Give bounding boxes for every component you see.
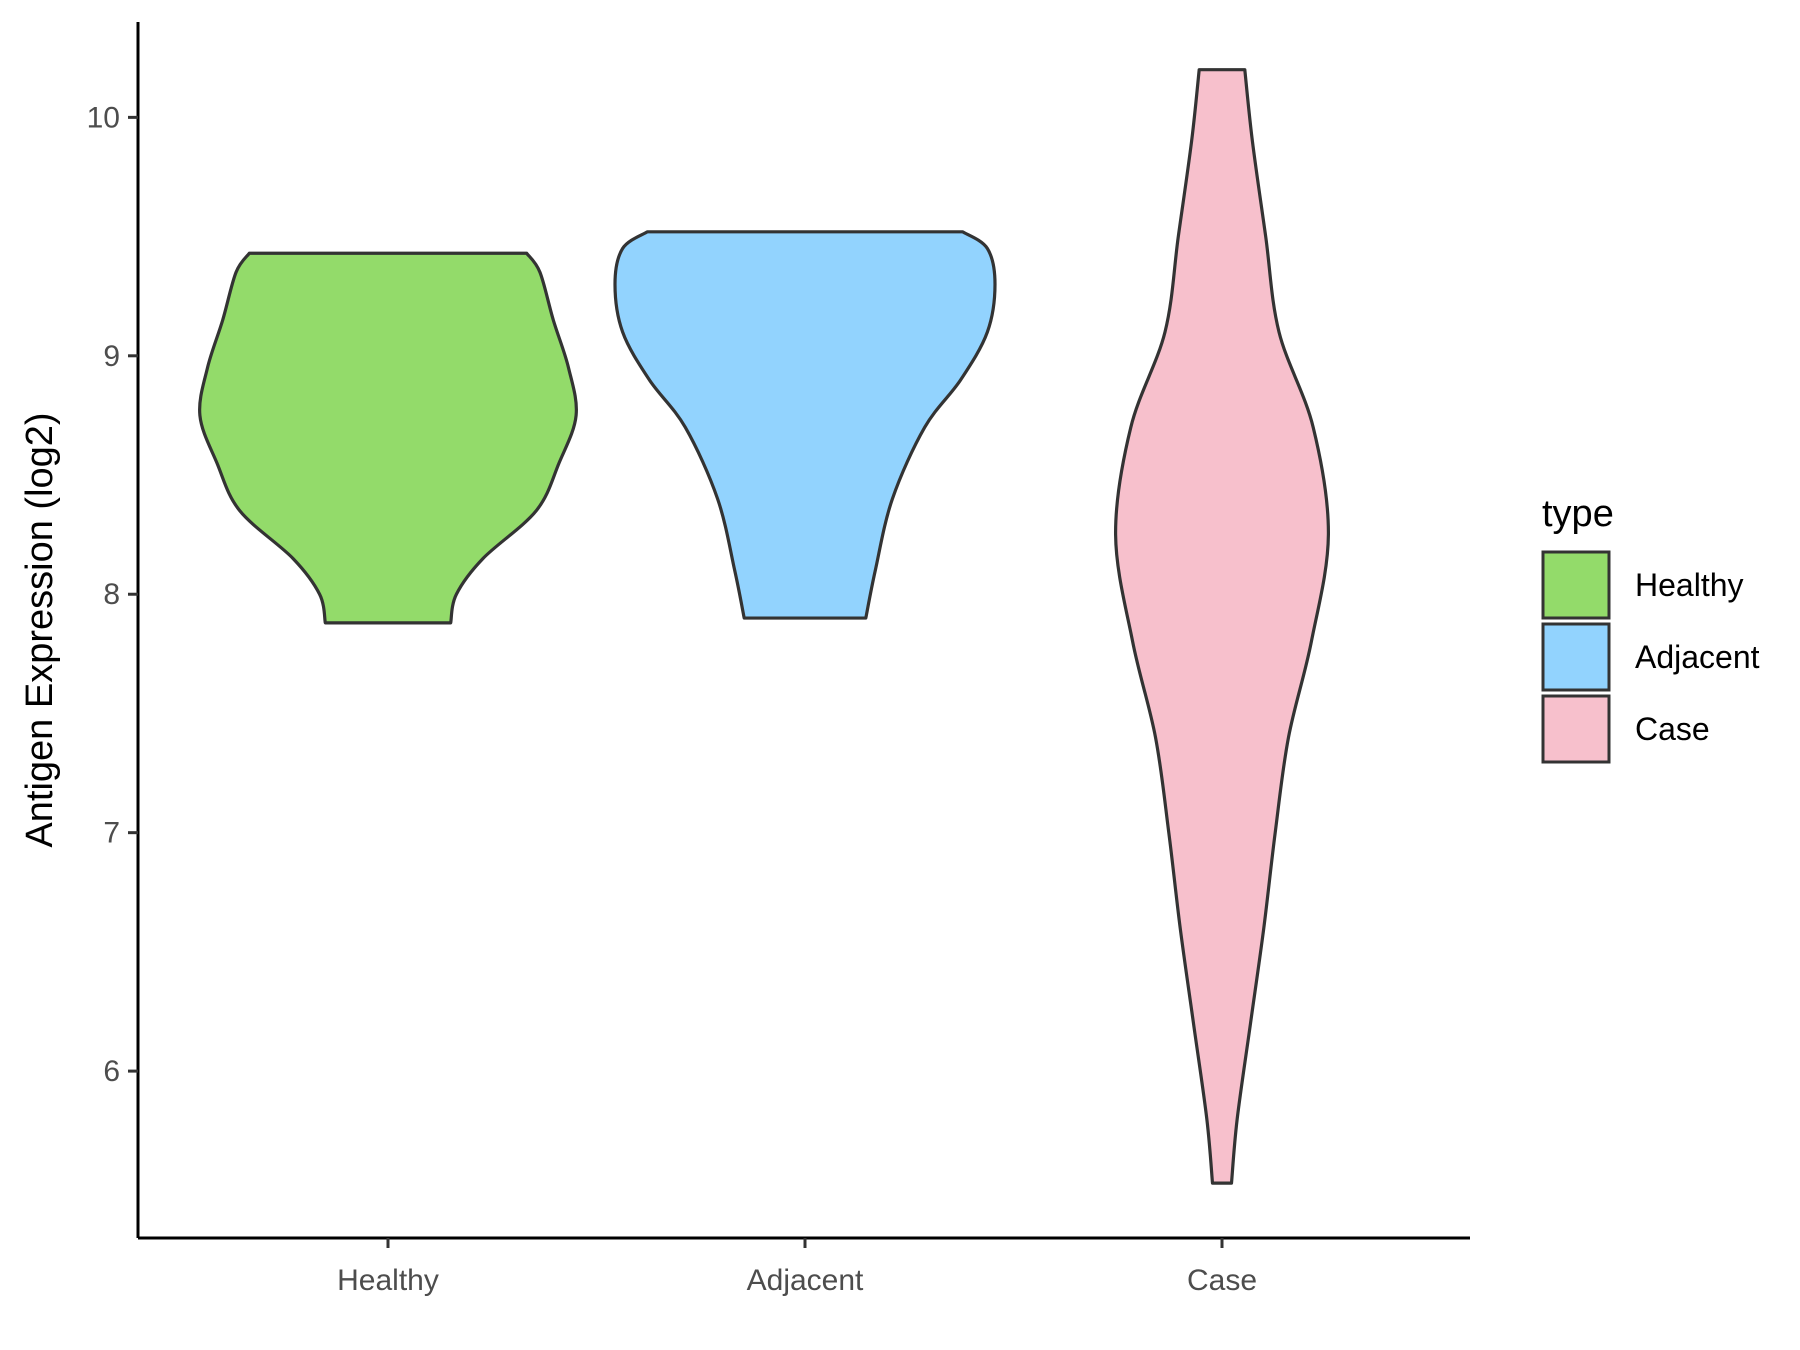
legend-title: type [1542,493,1614,535]
y-axis-title: Antigen Expression (log2) [19,412,61,847]
y-tick-label: 10 [87,101,120,134]
violin-case [1113,68,1331,1185]
y-tick-label: 9 [103,340,120,373]
y-axis-ticks: 6 7 8 9 10 [87,101,138,1088]
y-tick-label: 7 [103,817,120,850]
violin-layer [198,68,1331,1185]
y-tick-label: 6 [103,1055,120,1088]
x-tick-label: Healthy [337,1264,439,1297]
x-tick-label: Case [1187,1264,1257,1297]
legend-key-adjacent [1541,622,1611,692]
legend: type Healthy Adjacent Case [1541,493,1760,764]
legend-label-case: Case [1635,711,1710,747]
violin-healthy [198,251,578,625]
y-tick-label: 8 [103,578,120,611]
legend-key-case [1541,694,1611,764]
x-tick-label: Adjacent [747,1264,864,1297]
legend-label-adjacent: Adjacent [1635,639,1760,675]
legend-label-healthy: Healthy [1635,567,1744,603]
violin-adjacent [613,230,997,620]
x-axis-ticks: Healthy Adjacent Case [337,1238,1257,1297]
legend-entries: Healthy Adjacent Case [1541,550,1760,764]
legend-key-healthy [1541,550,1611,620]
